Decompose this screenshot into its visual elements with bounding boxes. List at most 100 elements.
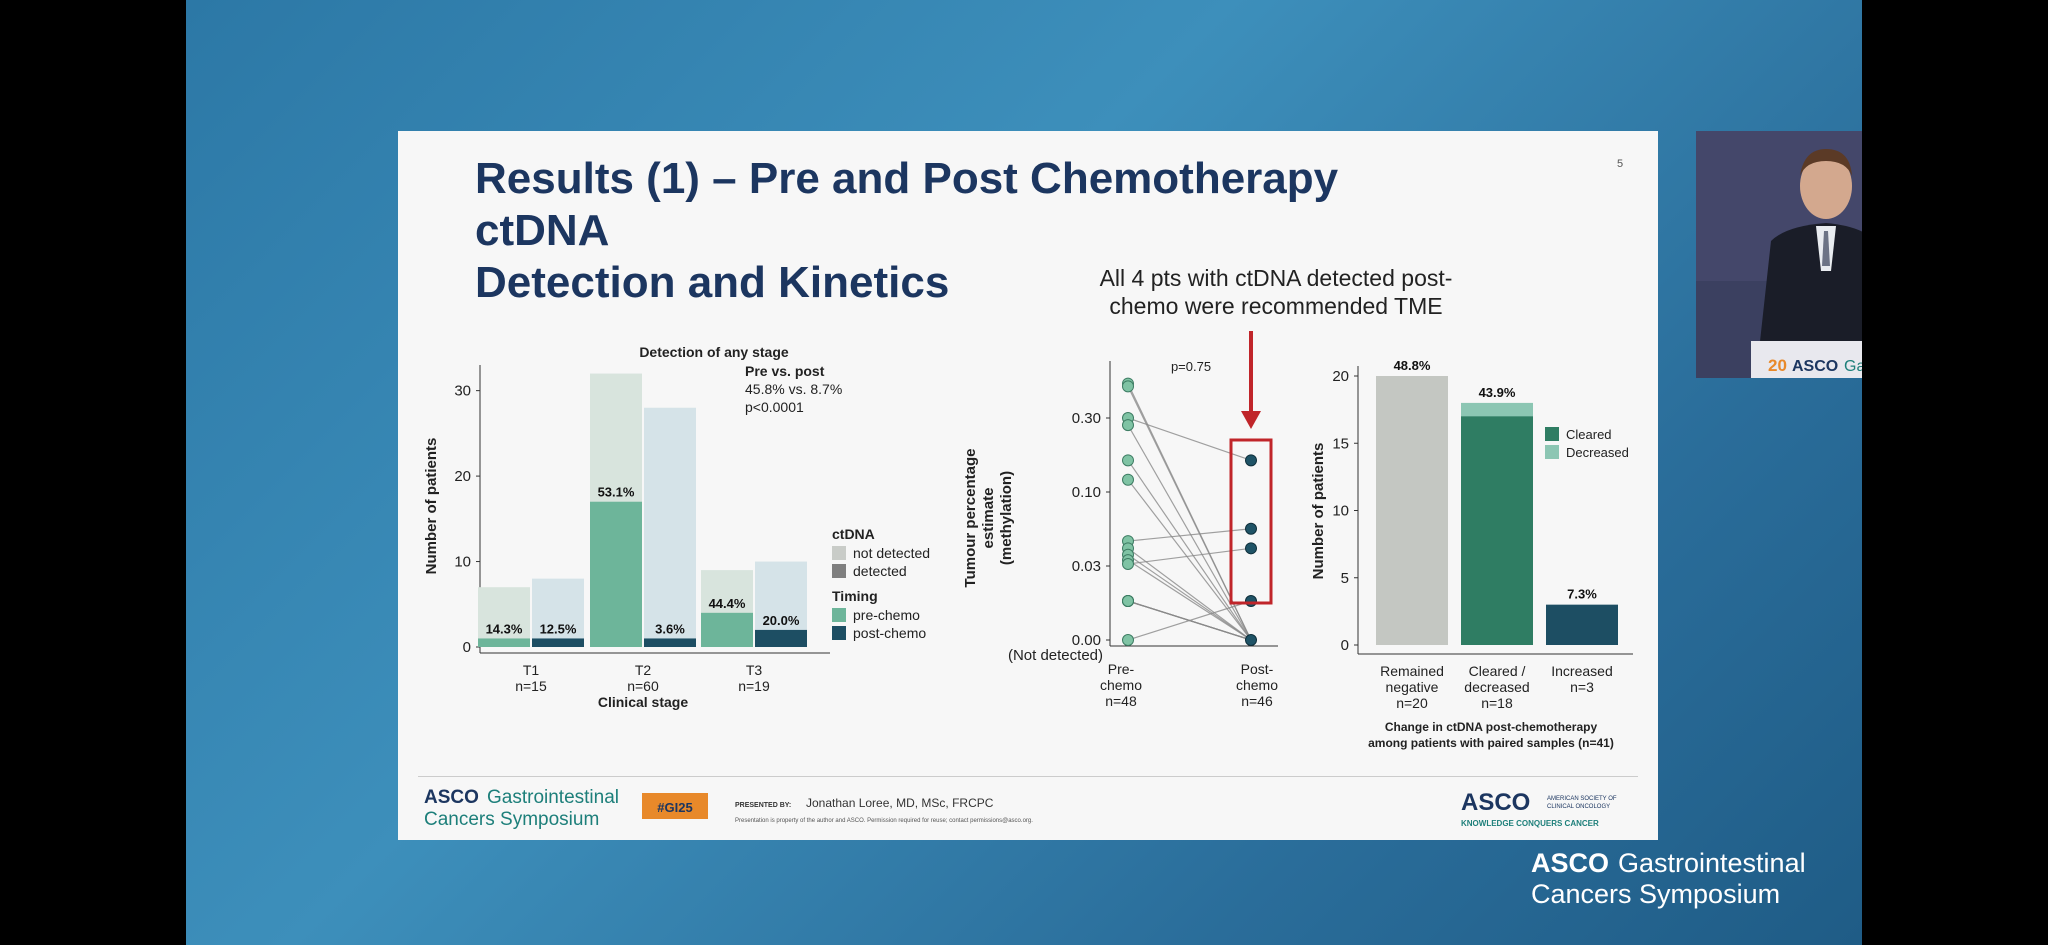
legend-post-label: post-chemo [853,625,926,641]
legend-decreased-swatch [1545,445,1559,459]
title-line-2: Detection and Kinetics [475,258,950,307]
chart1-post-detected-bar [755,629,807,647]
legend-not-detected-swatch [832,546,846,560]
chart3-pct-label: 7.3% [1567,587,1597,602]
chart2-connector [1127,424,1252,641]
stage-symposium-text: Cancers Symposium [1531,879,1780,909]
chart3-x-label-2: among patients with paired samples (n=41… [1368,736,1614,750]
chart1-y-tick-label: 10 [454,554,471,571]
ctdna-change-chart: 0 5 10 15 20 Number of patients 48.8% 43.9% 7.3%… [1310,358,1633,750]
chart2-y-label-2: estimate [980,488,997,549]
chart2-y-tick-label: 0.10 [1072,484,1101,501]
footer-divider [418,776,1638,777]
chart1-y-label: Number of patients [423,438,440,575]
legend-ctdna-title: ctDNA [832,526,875,542]
chart2-pvalue: p=0.75 [1171,359,1211,374]
chart3-y-tick-label: 15 [1332,435,1349,452]
chart2-y-tick-label: 0.00 [1072,632,1101,649]
chart2-post-point [1245,522,1257,535]
presenter-tie [1822,231,1830,266]
chart1-pre-detected-bar [701,612,753,647]
chart2-post-point [1245,634,1257,646]
chart1-pre-total-bar [478,587,530,647]
podium-asco: ASCO [1792,358,1838,375]
chart1-annot-1: Detection of any stage [639,344,789,360]
chart2-y-tick-label: 0.03 [1072,558,1101,575]
presenter-body [1756,223,1862,378]
chart2-post-point [1245,542,1257,555]
post-detected-highlight-box [1229,438,1273,605]
callout-arrow-head [1241,411,1261,429]
presenter-head [1800,153,1852,219]
chart2-pre-point [1122,595,1134,607]
chart3-x-label-1: Change in ctDNA post-chemotherapy [1385,720,1598,734]
chart2-connector [1127,479,1252,641]
chart1-annot-4: p<0.0001 [745,399,804,415]
legend-post-swatch [832,626,846,640]
chart2-x-label-line2: chemo [1100,677,1142,693]
presentation-slide: Results (1) – Pre and Post Chemotherapy … [398,131,1658,840]
legend-pre-label: pre-chemo [853,607,920,623]
chart3-x-tick-label: n=20 [1396,695,1428,711]
chart1-post-detected-bar [644,638,696,647]
chart3-pct-label: 43.9% [1479,385,1516,400]
stage-asco-logo: ASCO [1531,848,1609,878]
chart3-x-tick-label: decreased [1464,679,1529,695]
chart3-cleared-bar [1461,416,1533,645]
podium-gi: Gastrointestinal [1844,358,1862,375]
chart2-post-point [1245,454,1257,467]
permission-notice: Presentation is property of the author a… [735,818,1033,824]
chart2-pre-point [1122,473,1134,486]
legend-detected-label: detected [853,563,907,579]
chart1-pre-detected-bar [590,501,642,647]
slide-number: 5 [1617,158,1624,170]
chart2-x-label-line2: chemo [1236,677,1278,693]
chart2-pre-point [1122,380,1134,393]
chart1-x-tick-label: T3 [746,662,763,678]
chart1-post-total-bar [532,578,584,647]
methylation-dotplot: 0.30 0.10 0.03 0.00(Not detected) Tumour per… [962,359,1278,709]
asco-logo-right: ASCO [1461,789,1530,816]
chart2-connector [1127,460,1252,641]
chart1-post-pct-label: 3.6% [655,621,685,636]
chart1-pre-pct-label: 44.4% [709,596,746,611]
chart1-y-tick-label: 0 [463,639,471,656]
chart2-pre-point [1122,557,1134,570]
chart1-x-tick-n: n=60 [627,678,659,694]
chart2-x-label-line1: Post- [1241,661,1274,677]
chart2-x-label-line3: n=46 [1241,693,1273,709]
presenter-video-inset: 20 ASCO Gastrointestinal [1696,131,1862,378]
chart2-connector [1127,528,1252,542]
legend-decreased-label: Decreased [1566,445,1629,460]
podium [1751,341,1862,378]
chart3-x-tick-label: negative [1386,679,1439,695]
chart3-y-tick-label: 5 [1341,570,1349,587]
slide-graphics: All 4 pts with ctDNA detected post- chem… [423,265,1633,830]
callout-line-1: All 4 pts with ctDNA detected post- [1100,265,1453,291]
chart3-x-tick-label: n=18 [1481,695,1513,711]
chart3-x-tick-label: n=3 [1570,679,1594,695]
chart2-x-label-line3: n=48 [1105,693,1137,709]
chart2-pre-point [1122,634,1134,646]
chart1-annot-3: 45.8% vs. 8.7% [745,381,842,397]
chart1-x-tick-label: T2 [635,662,652,678]
legend-timing-title: Timing [832,588,878,604]
chart1-post-pct-label: 20.0% [763,613,800,628]
chart3-remained-negative-bar [1376,376,1448,645]
chart3-y-label: Number of patients [1310,443,1327,580]
chart3-x-tick-label: Increased [1551,663,1612,679]
chart1-x-tick-label: T1 [523,662,540,678]
chart2-connector [1127,547,1252,641]
chart2-y-tick-extra: (Not detected) [1008,647,1103,664]
chart1-x-tick-n: n=19 [738,678,770,694]
chart3-y-tick-label: 20 [1332,368,1349,385]
video-stage: Results (1) – Pre and Post Chemotherapy … [186,0,1862,945]
chart1-pre-pct-label: 14.3% [486,621,523,636]
asco-tagline: KNOWLEDGE CONQUERS CANCER [1461,819,1599,828]
legend-not-detected-label: not detected [853,545,930,561]
stage-brand: ASCO Gastrointestinal Cancers Symposium [1531,848,1806,909]
legend-cleared-label: Cleared [1566,427,1612,442]
chart1-pre-pct-label: 53.1% [598,485,635,500]
chart2-x-label-line1: Pre- [1108,661,1135,677]
asco-society-line1: AMERICAN SOCIETY OF [1547,796,1617,802]
